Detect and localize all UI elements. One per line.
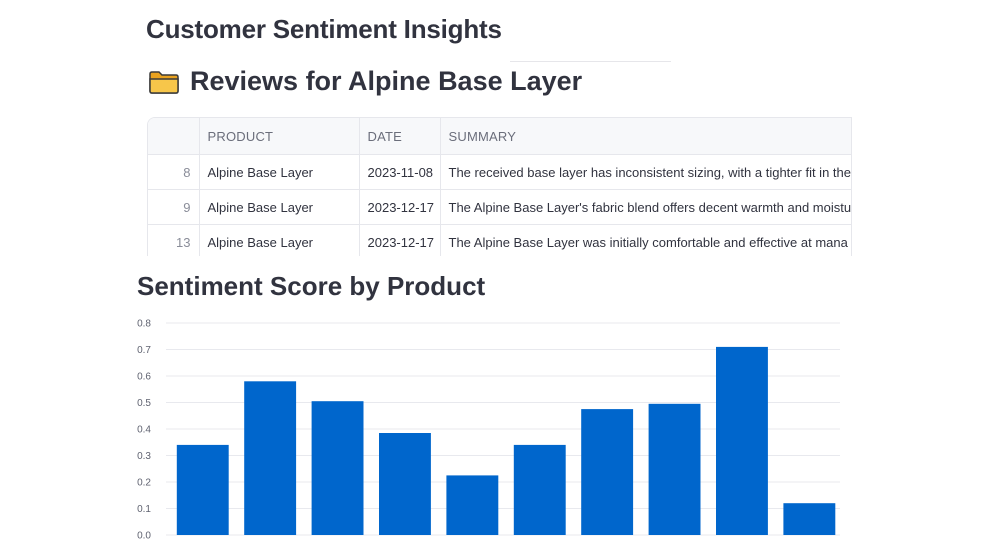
- bar[interactable]: [513, 444, 566, 535]
- column-header-product[interactable]: PRODUCT: [199, 118, 360, 155]
- cell-date[interactable]: 2023-12-17: [359, 224, 441, 256]
- y-tick-label: 0.5: [137, 398, 151, 409]
- section-heading: Reviews for Alpine Base Layer: [148, 66, 582, 97]
- bar[interactable]: [446, 475, 499, 535]
- column-header-date[interactable]: DATE: [359, 118, 441, 155]
- section-heading-text: Reviews for Alpine Base Layer: [190, 66, 583, 96]
- y-tick-label: 0.2: [137, 478, 151, 489]
- row-index: 9: [148, 189, 200, 225]
- cell-summary[interactable]: The Alpine Base Layer's fabric blend off…: [440, 189, 851, 225]
- cell-product[interactable]: Alpine Base Layer: [199, 189, 360, 225]
- table-header-row: PRODUCT DATE SUMMARY: [148, 118, 851, 155]
- row-index: 8: [148, 154, 200, 190]
- cell-product[interactable]: Alpine Base Layer: [199, 154, 360, 190]
- bar[interactable]: [783, 503, 836, 535]
- y-tick-label: 0.8: [137, 319, 151, 330]
- y-tick-label: 0.1: [137, 504, 151, 515]
- table-row[interactable]: 8 Alpine Base Layer 2023-11-08 The recei…: [148, 154, 851, 190]
- bar[interactable]: [581, 409, 634, 535]
- column-header-summary[interactable]: SUMMARY: [440, 118, 851, 155]
- bar[interactable]: [716, 346, 768, 535]
- y-tick-label: 0.7: [137, 345, 151, 356]
- cell-summary[interactable]: The received base layer has inconsistent…: [440, 154, 851, 190]
- y-tick-label: 0.6: [137, 372, 151, 383]
- bar[interactable]: [379, 433, 431, 535]
- divider: [510, 61, 671, 62]
- bar[interactable]: [648, 403, 701, 535]
- cell-date[interactable]: 2023-11-08: [359, 154, 441, 190]
- folder-icon: [149, 70, 179, 94]
- reviews-table[interactable]: PRODUCT DATE SUMMARY 8 Alpine Base Layer…: [147, 117, 852, 256]
- cell-date[interactable]: 2023-12-17: [359, 189, 441, 225]
- page-title: Customer Sentiment Insights: [146, 14, 502, 44]
- bar[interactable]: [311, 401, 364, 535]
- y-tick-label: 0.3: [137, 451, 151, 462]
- bar[interactable]: [176, 444, 229, 535]
- cell-product[interactable]: Alpine Base Layer: [199, 224, 360, 256]
- bar[interactable]: [244, 381, 297, 535]
- y-tick-label: 0.4: [137, 425, 151, 436]
- column-header-index[interactable]: [148, 118, 200, 155]
- table-row[interactable]: 13 Alpine Base Layer 2023-12-17 The Alpi…: [148, 224, 851, 256]
- cell-summary[interactable]: The Alpine Base Layer was initially comf…: [440, 224, 851, 256]
- chart-title: Sentiment Score by Product: [137, 271, 486, 301]
- table-row[interactable]: 9 Alpine Base Layer 2023-12-17 The Alpin…: [148, 189, 851, 225]
- row-index: 13: [148, 224, 200, 256]
- sentiment-bar-chart: 0.0 0.1 0.2 0.3 0.4 0.5 0.6 0.7 0.8: [137, 319, 840, 542]
- y-tick-label: 0.0: [137, 531, 151, 542]
